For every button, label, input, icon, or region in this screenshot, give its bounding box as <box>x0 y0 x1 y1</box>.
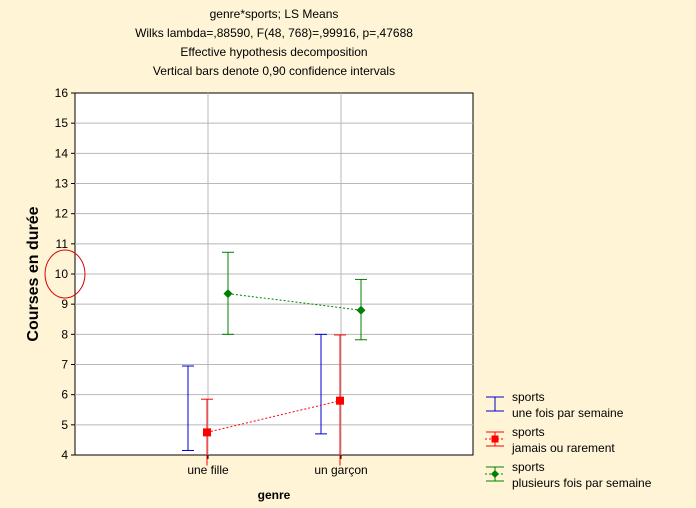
highlight-circle <box>44 249 86 299</box>
annotation <box>44 249 86 299</box>
data-point <box>336 396 344 405</box>
y-tick-label: 9 <box>61 297 68 311</box>
y-tick-label: 4 <box>61 448 68 462</box>
legend-marker <box>491 470 499 478</box>
legend: sports une fois par semaine sports jamais o… <box>485 390 652 490</box>
series-0 <box>182 333 327 451</box>
y-tick-label: 8 <box>61 327 68 341</box>
y-tick-label: 11 <box>56 237 69 251</box>
x-axis-label: genre <box>258 488 291 502</box>
legend-label: plusieurs fois par semaine <box>512 476 652 490</box>
x-tick-label: un garçon <box>314 463 367 477</box>
legend-label: une fois par semaine <box>512 406 624 420</box>
series <box>182 251 367 466</box>
y-axis: 4 5 6 7 8 9 10 11 12 13 14 15 16 <box>55 86 75 462</box>
series-1 <box>201 334 346 466</box>
legend-label: sports <box>512 390 545 404</box>
title-line: Wilks lambda=,88590, F(48, 768)=,99916, … <box>135 26 413 40</box>
legend-label: jamais ou rarement <box>511 441 615 455</box>
y-tick-label: 14 <box>55 146 69 160</box>
y-axis-label: Courses en durée <box>25 206 42 341</box>
data-point <box>223 289 233 299</box>
y-tick-label: 15 <box>55 116 69 130</box>
x-tick-label: une fille <box>187 463 229 477</box>
data-point <box>203 428 211 437</box>
legend-label: sports <box>512 425 545 439</box>
title-line: Effective hypothesis decomposition <box>180 45 367 59</box>
series-2 <box>222 251 367 341</box>
title-line: Vertical bars denote 0,90 confidence int… <box>153 64 395 78</box>
y-tick-label: 6 <box>61 388 68 402</box>
data-point <box>356 305 366 315</box>
chart-title: genre*sports; LS Means Wilks lambda=,8859… <box>135 7 413 78</box>
y-tick-label: 7 <box>61 358 68 372</box>
y-tick-label: 12 <box>55 207 69 221</box>
x-axis: une fille un garçon <box>187 455 368 477</box>
y-tick-label: 10 <box>55 267 69 281</box>
grid <box>75 93 473 455</box>
y-tick-label: 13 <box>55 177 69 191</box>
series-line <box>206 400 341 433</box>
y-tick-label: 16 <box>55 86 69 100</box>
y-tick-label: 5 <box>61 418 68 432</box>
legend-marker <box>491 435 499 443</box>
title-line: genre*sports; LS Means <box>210 7 339 21</box>
legend-label: sports <box>512 460 545 474</box>
